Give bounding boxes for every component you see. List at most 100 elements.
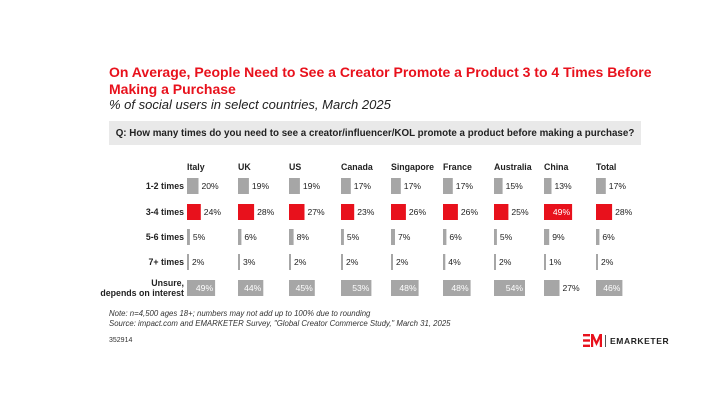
bar-1-2-times-uk xyxy=(238,178,249,194)
column-header-uk: UK xyxy=(238,162,251,172)
value-label-7-times-singapore: 2% xyxy=(396,257,409,267)
bar-unsure-depends-on-interest-australia xyxy=(494,280,525,296)
value-label-5-6-times-italy: 5% xyxy=(193,232,206,242)
bar-5-6-times-us xyxy=(289,229,294,245)
bar-5-6-times-singapore xyxy=(391,229,395,245)
value-label-unsure-depends-on-interest-china: 27% xyxy=(563,283,581,293)
bar-1-2-times-canada xyxy=(341,178,351,194)
bar-1-2-times-total xyxy=(596,178,606,194)
brand-name: EMARKETER xyxy=(610,335,670,346)
bar-7-times-us xyxy=(289,254,291,270)
value-label-7-times-uk: 3% xyxy=(243,257,256,267)
value-label-7-times-australia: 2% xyxy=(499,257,512,267)
value-label-3-4-times-uk: 28% xyxy=(257,207,275,217)
bar-5-6-times-china xyxy=(544,229,550,245)
value-label-5-6-times-uk: 6% xyxy=(244,232,257,242)
value-label-unsure-depends-on-interest-us: 45% xyxy=(296,283,314,293)
row-label-5-6-times: 5-6 times xyxy=(146,232,184,242)
row-label-7-times: 7+ times xyxy=(149,257,185,267)
bar-7-times-china xyxy=(544,254,546,270)
value-label-3-4-times-france: 26% xyxy=(461,207,479,217)
bar-unsure-depends-on-interest-france xyxy=(443,280,471,296)
bar-1-2-times-china xyxy=(544,178,552,194)
value-label-3-4-times-china: 49% xyxy=(553,207,571,217)
bar-3-4-times-uk xyxy=(238,204,255,220)
value-label-5-6-times-total: 6% xyxy=(602,232,615,242)
bar-3-4-times-singapore xyxy=(391,204,406,220)
row-label-unsure-depends-on-interest: Unsure, depends on interest xyxy=(100,278,184,298)
emarketer-logo-icon xyxy=(583,334,602,347)
column-header-total: Total xyxy=(596,162,616,172)
bar-unsure-depends-on-interest-canada xyxy=(341,280,372,296)
value-label-7-times-total: 2% xyxy=(601,257,614,267)
bar-1-2-times-australia xyxy=(494,178,503,194)
row-label-3-4-times: 3-4 times xyxy=(146,207,184,217)
bar-7-times-italy xyxy=(187,254,189,270)
bar-3-4-times-france xyxy=(443,204,458,220)
column-header-canada: Canada xyxy=(341,162,373,172)
bar-1-2-times-singapore xyxy=(391,178,401,194)
value-label-5-6-times-china: 9% xyxy=(552,232,565,242)
bar-7-times-uk xyxy=(238,254,240,270)
column-header-china: China xyxy=(544,162,569,172)
value-label-7-times-france: 4% xyxy=(448,257,461,267)
column-header-us: US xyxy=(289,162,301,172)
column-header-australia: Australia xyxy=(494,162,532,172)
value-label-unsure-depends-on-interest-total: 46% xyxy=(603,283,621,293)
value-label-unsure-depends-on-interest-italy: 49% xyxy=(196,283,214,293)
bar-3-4-times-us xyxy=(289,204,305,220)
value-label-3-4-times-total: 28% xyxy=(615,207,633,217)
bar-unsure-depends-on-interest-uk xyxy=(238,280,264,296)
value-label-3-4-times-australia: 25% xyxy=(511,207,529,217)
value-label-unsure-depends-on-interest-singapore: 48% xyxy=(399,283,417,293)
bar-5-6-times-australia xyxy=(494,229,497,245)
bar-3-4-times-total xyxy=(596,204,613,220)
chart-title: On Average, People Need to See a Creator… xyxy=(109,64,652,97)
value-label-5-6-times-us: 8% xyxy=(297,232,310,242)
bar-1-2-times-italy xyxy=(187,178,199,194)
value-label-3-4-times-canada: 23% xyxy=(357,207,375,217)
chart-id: 352914 xyxy=(109,337,133,344)
bar-1-2-times-france xyxy=(443,178,453,194)
value-label-5-6-times-singapore: 7% xyxy=(398,232,411,242)
bar-3-4-times-canada xyxy=(341,204,355,220)
column-header-france: France xyxy=(443,162,472,172)
bar-7-times-singapore xyxy=(391,254,393,270)
value-label-1-2-times-france: 17% xyxy=(456,181,474,191)
column-header-italy: Italy xyxy=(187,162,205,172)
value-label-1-2-times-italy: 20% xyxy=(202,181,220,191)
bar-7-times-canada xyxy=(341,254,343,270)
bar-7-times-france xyxy=(443,254,446,270)
bar-unsure-depends-on-interest-us xyxy=(289,280,315,296)
bar-5-6-times-uk xyxy=(238,229,242,245)
value-label-5-6-times-australia: 5% xyxy=(500,232,513,242)
bar-5-6-times-france xyxy=(443,229,447,245)
value-label-unsure-depends-on-interest-uk: 44% xyxy=(244,283,262,293)
value-label-unsure-depends-on-interest-canada: 53% xyxy=(352,283,370,293)
bar-5-6-times-canada xyxy=(341,229,344,245)
value-label-unsure-depends-on-interest-france: 48% xyxy=(451,283,469,293)
value-label-1-2-times-total: 17% xyxy=(609,181,627,191)
value-label-1-2-times-australia: 15% xyxy=(506,181,524,191)
value-label-7-times-us: 2% xyxy=(294,257,307,267)
value-label-3-4-times-us: 27% xyxy=(308,207,326,217)
bar-5-6-times-italy xyxy=(187,229,190,245)
bar-1-2-times-us xyxy=(289,178,300,194)
value-label-1-2-times-singapore: 17% xyxy=(404,181,422,191)
value-label-7-times-italy: 2% xyxy=(192,257,205,267)
brand-logo: EMARKETER xyxy=(583,334,669,347)
value-label-1-2-times-uk: 19% xyxy=(252,181,270,191)
value-label-5-6-times-france: 6% xyxy=(449,232,462,242)
value-label-7-times-china: 1% xyxy=(549,257,562,267)
column-header-singapore: Singapore xyxy=(391,162,434,172)
bar-unsure-depends-on-interest-china xyxy=(544,280,560,296)
logo-divider xyxy=(605,334,606,347)
note-text: Note: n=4,500 ages 18+; numbers may not … xyxy=(109,309,371,318)
source-text: Source: impact.com and EMARKETER Survey,… xyxy=(109,319,451,328)
bar-3-4-times-italy xyxy=(187,204,201,220)
question-banner: Q: How many times do you need to see a c… xyxy=(109,121,641,145)
value-label-3-4-times-singapore: 26% xyxy=(409,207,427,217)
bar-5-6-times-total xyxy=(596,229,600,245)
value-label-unsure-depends-on-interest-australia: 54% xyxy=(506,283,524,293)
